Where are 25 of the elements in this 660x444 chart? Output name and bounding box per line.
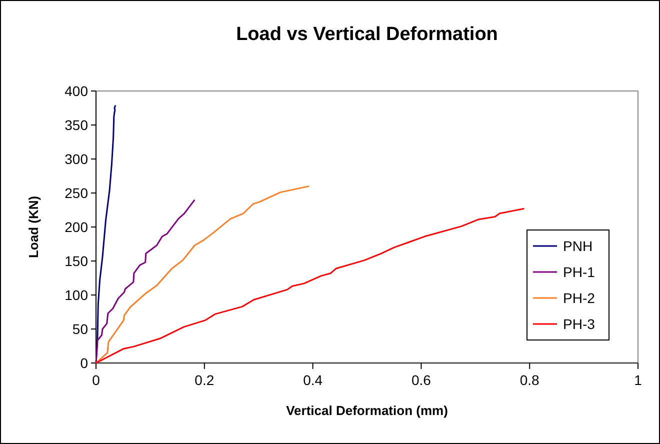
y-tick-label: 350 (64, 117, 88, 133)
legend-label: PNH (563, 238, 593, 254)
line-series (95, 185, 310, 364)
line-series (95, 208, 525, 364)
x-tick-label: 0.4 (303, 372, 323, 388)
x-tick-label: 0 (92, 372, 100, 388)
x-tick-label: 0.2 (194, 372, 214, 388)
y-tick-label: 150 (64, 253, 88, 269)
x-axis-title: Vertical Deformation (mm) (286, 403, 448, 418)
line-series (95, 199, 196, 364)
legend-label: PH-3 (563, 316, 596, 332)
y-tick-label: 300 (64, 151, 88, 167)
y-tick-label: 50 (72, 321, 88, 337)
y-tick-label: 250 (64, 185, 88, 201)
legend-label: PH-1 (563, 264, 596, 280)
y-axis-title: Load (KN) (26, 196, 41, 258)
x-tick-label: 1 (634, 372, 642, 388)
y-tick-label: 400 (64, 83, 88, 99)
chart-title: Load vs Vertical Deformation (236, 24, 498, 45)
x-tick-label: 0.6 (411, 372, 432, 388)
y-tick-label: 0 (80, 355, 88, 371)
y-tick-label: 200 (64, 219, 88, 235)
y-tick-label: 100 (64, 287, 88, 303)
legend-label: PH-2 (563, 290, 596, 306)
x-tick-label: 0.8 (520, 372, 540, 388)
